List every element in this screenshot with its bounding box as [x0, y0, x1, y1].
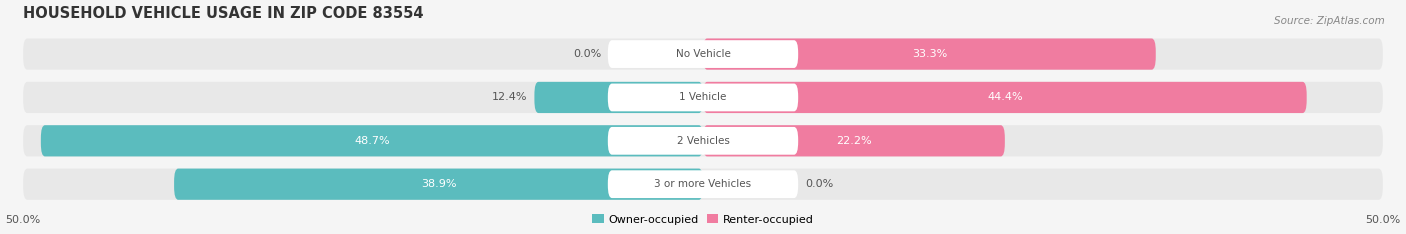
Text: Source: ZipAtlas.com: Source: ZipAtlas.com	[1274, 16, 1385, 26]
Text: 12.4%: 12.4%	[492, 92, 527, 102]
FancyBboxPatch shape	[22, 82, 1384, 113]
Text: 38.9%: 38.9%	[420, 179, 457, 189]
FancyBboxPatch shape	[534, 82, 703, 113]
FancyBboxPatch shape	[22, 125, 1384, 157]
Text: 0.0%: 0.0%	[806, 179, 834, 189]
Text: 0.0%: 0.0%	[572, 49, 600, 59]
Text: HOUSEHOLD VEHICLE USAGE IN ZIP CODE 83554: HOUSEHOLD VEHICLE USAGE IN ZIP CODE 8355…	[22, 6, 423, 21]
Text: 33.3%: 33.3%	[911, 49, 948, 59]
Text: 2 Vehicles: 2 Vehicles	[676, 136, 730, 146]
FancyBboxPatch shape	[607, 40, 799, 68]
Text: 1 Vehicle: 1 Vehicle	[679, 92, 727, 102]
FancyBboxPatch shape	[703, 82, 1306, 113]
FancyBboxPatch shape	[41, 125, 703, 157]
Text: 44.4%: 44.4%	[987, 92, 1022, 102]
Text: No Vehicle: No Vehicle	[675, 49, 731, 59]
FancyBboxPatch shape	[607, 127, 799, 155]
FancyBboxPatch shape	[174, 168, 703, 200]
FancyBboxPatch shape	[22, 38, 1384, 70]
FancyBboxPatch shape	[607, 84, 799, 111]
FancyBboxPatch shape	[22, 168, 1384, 200]
Text: 48.7%: 48.7%	[354, 136, 389, 146]
Text: 22.2%: 22.2%	[837, 136, 872, 146]
FancyBboxPatch shape	[607, 170, 799, 198]
FancyBboxPatch shape	[703, 125, 1005, 157]
Text: 3 or more Vehicles: 3 or more Vehicles	[654, 179, 752, 189]
Legend: Owner-occupied, Renter-occupied: Owner-occupied, Renter-occupied	[588, 210, 818, 229]
FancyBboxPatch shape	[703, 38, 1156, 70]
